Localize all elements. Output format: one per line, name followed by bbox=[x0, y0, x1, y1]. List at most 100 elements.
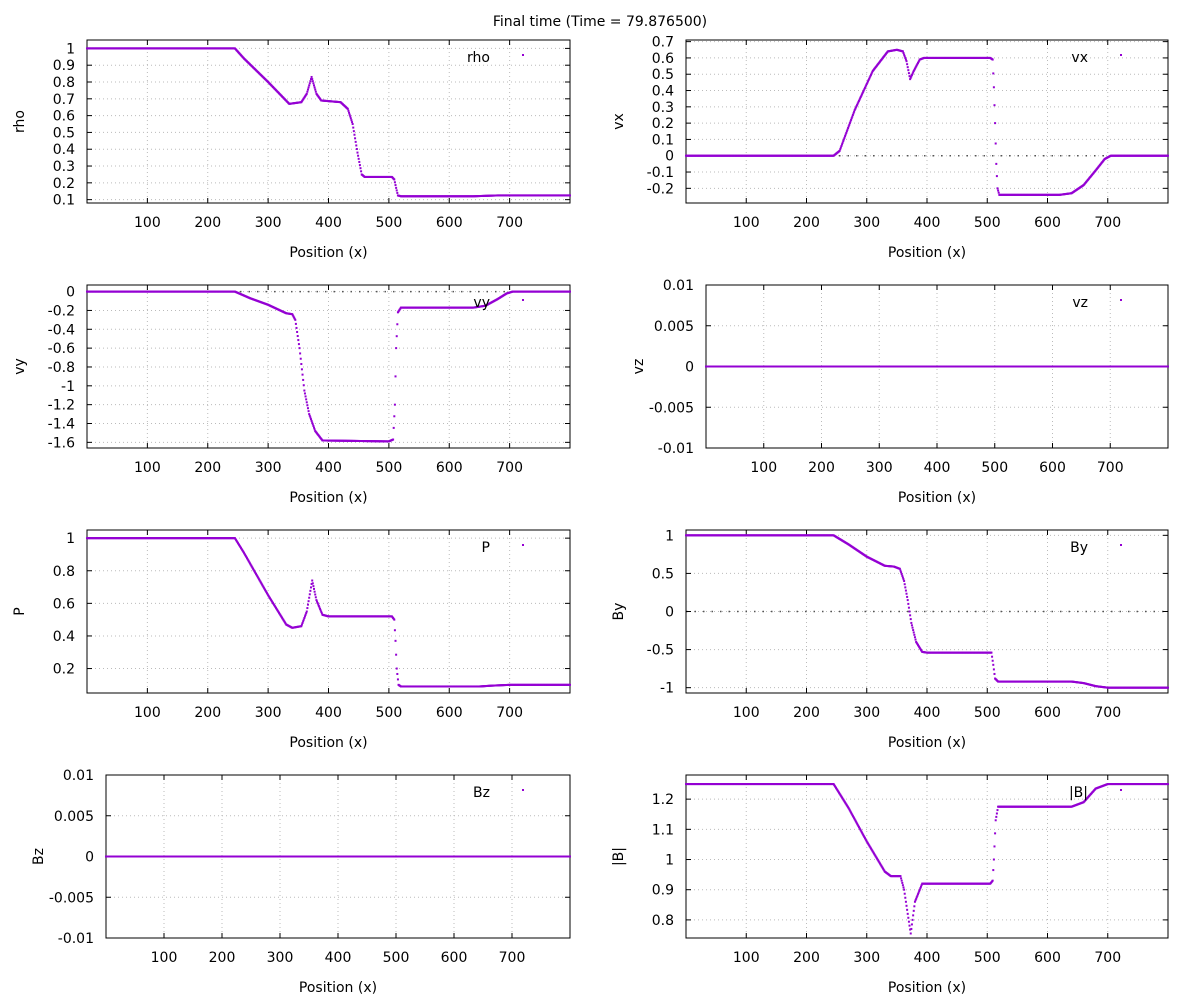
x-tick-label: 400 bbox=[315, 460, 342, 476]
y-tick-label: 1 bbox=[66, 531, 75, 547]
data-point bbox=[306, 607, 309, 610]
data-point bbox=[870, 72, 873, 75]
data-point bbox=[256, 576, 259, 579]
data-point bbox=[853, 110, 856, 113]
data-series bbox=[705, 365, 1169, 368]
data-point bbox=[997, 191, 1000, 194]
data-point bbox=[903, 53, 906, 56]
data-point bbox=[905, 60, 908, 63]
data-point bbox=[257, 577, 260, 580]
data-point bbox=[394, 184, 397, 187]
data-point bbox=[245, 557, 248, 560]
x-axis-label: Position (x) bbox=[888, 245, 966, 261]
data-point bbox=[860, 93, 863, 96]
data-point bbox=[866, 80, 869, 83]
y-tick-label: 0.6 bbox=[652, 51, 674, 67]
data-point bbox=[349, 117, 352, 120]
y-tick-label: 0.4 bbox=[53, 142, 75, 158]
data-point bbox=[354, 140, 357, 143]
y-axis-label: vy bbox=[12, 358, 28, 375]
data-point bbox=[305, 401, 308, 404]
figure-title: Final time (Time = 79.876500) bbox=[493, 14, 707, 30]
subplot-1: 100 200 300 400 500 600 7000.70.60.50.40.30.20… bbox=[611, 35, 1169, 261]
x-tick-label: 600 bbox=[1034, 705, 1061, 721]
data-point bbox=[311, 421, 314, 424]
data-point bbox=[863, 88, 866, 91]
data-point bbox=[299, 357, 302, 360]
y-tick-label: -0.1 bbox=[647, 165, 674, 181]
data-point bbox=[349, 115, 352, 118]
data-point bbox=[305, 612, 308, 615]
data-point bbox=[262, 585, 265, 588]
data-point bbox=[908, 610, 911, 613]
y-tick-label: 0.2 bbox=[652, 116, 674, 132]
data-point bbox=[862, 90, 865, 93]
x-tick-label: 700 bbox=[496, 460, 523, 476]
x-tick-label: 500 bbox=[974, 705, 1001, 721]
data-point bbox=[300, 625, 303, 628]
data-point bbox=[839, 148, 842, 151]
data-point bbox=[312, 424, 315, 427]
data-point bbox=[845, 130, 848, 133]
subplot-4: 100 200 300 400 500 600 70010.80.60.40.2Positi… bbox=[12, 529, 571, 751]
y-tick-label: 0.3 bbox=[652, 100, 674, 116]
data-point bbox=[856, 102, 859, 105]
legend-marker bbox=[1120, 299, 1122, 301]
data-point bbox=[909, 614, 912, 617]
y-tick-label: -0.005 bbox=[649, 400, 694, 416]
data-point bbox=[906, 599, 909, 602]
data-point bbox=[307, 86, 310, 89]
x-tick-label: 300 bbox=[255, 215, 282, 231]
y-tick-label: 0.7 bbox=[652, 35, 674, 51]
data-point bbox=[846, 128, 849, 131]
data-point bbox=[850, 117, 853, 120]
data-point bbox=[247, 560, 250, 563]
data-point bbox=[907, 606, 910, 609]
x-tick-label: 300 bbox=[853, 705, 880, 721]
data-point bbox=[851, 115, 854, 118]
data-point bbox=[393, 403, 396, 406]
data-point bbox=[869, 73, 872, 76]
data-point bbox=[393, 629, 396, 632]
data-point bbox=[906, 63, 909, 66]
data-point bbox=[291, 314, 294, 317]
data-point bbox=[916, 61, 919, 64]
x-axis-label: Position (x) bbox=[289, 245, 367, 261]
data-point bbox=[243, 552, 246, 555]
data-point bbox=[395, 186, 398, 189]
data-point bbox=[910, 75, 913, 78]
data-point bbox=[393, 415, 396, 418]
data-point bbox=[294, 322, 297, 325]
data-point bbox=[264, 588, 267, 591]
data-point bbox=[840, 144, 843, 147]
data-point bbox=[913, 68, 916, 71]
y-tick-label: 0 bbox=[685, 360, 694, 376]
x-tick-label: 100 bbox=[733, 705, 760, 721]
data-point bbox=[258, 579, 261, 582]
data-point bbox=[308, 84, 311, 87]
data-point bbox=[862, 89, 865, 92]
data-point bbox=[860, 94, 863, 97]
y-tick-label: -1.4 bbox=[48, 417, 75, 433]
y-tick-label: 0.4 bbox=[652, 84, 674, 100]
data-point bbox=[309, 80, 312, 83]
subplot-0: 100 200 300 400 500 600 70010.90.80.70.60.50.4… bbox=[12, 39, 571, 261]
data-point bbox=[865, 83, 868, 86]
y-tick-label: 0.2 bbox=[53, 662, 75, 678]
data-point bbox=[909, 618, 912, 621]
x-tick-label: 600 bbox=[1039, 460, 1066, 476]
data-point bbox=[305, 610, 308, 613]
data-point bbox=[914, 638, 917, 641]
data-point bbox=[348, 111, 351, 114]
data-point bbox=[910, 74, 913, 77]
data-point bbox=[857, 99, 860, 102]
x-tick-label: 200 bbox=[194, 215, 221, 231]
data-point bbox=[852, 112, 855, 115]
data-point bbox=[393, 181, 396, 184]
data-point bbox=[395, 335, 398, 338]
x-tick-label: 500 bbox=[981, 460, 1008, 476]
data-point bbox=[918, 59, 921, 62]
data-point bbox=[844, 135, 847, 138]
data-point bbox=[992, 72, 995, 75]
data-point bbox=[861, 92, 864, 95]
